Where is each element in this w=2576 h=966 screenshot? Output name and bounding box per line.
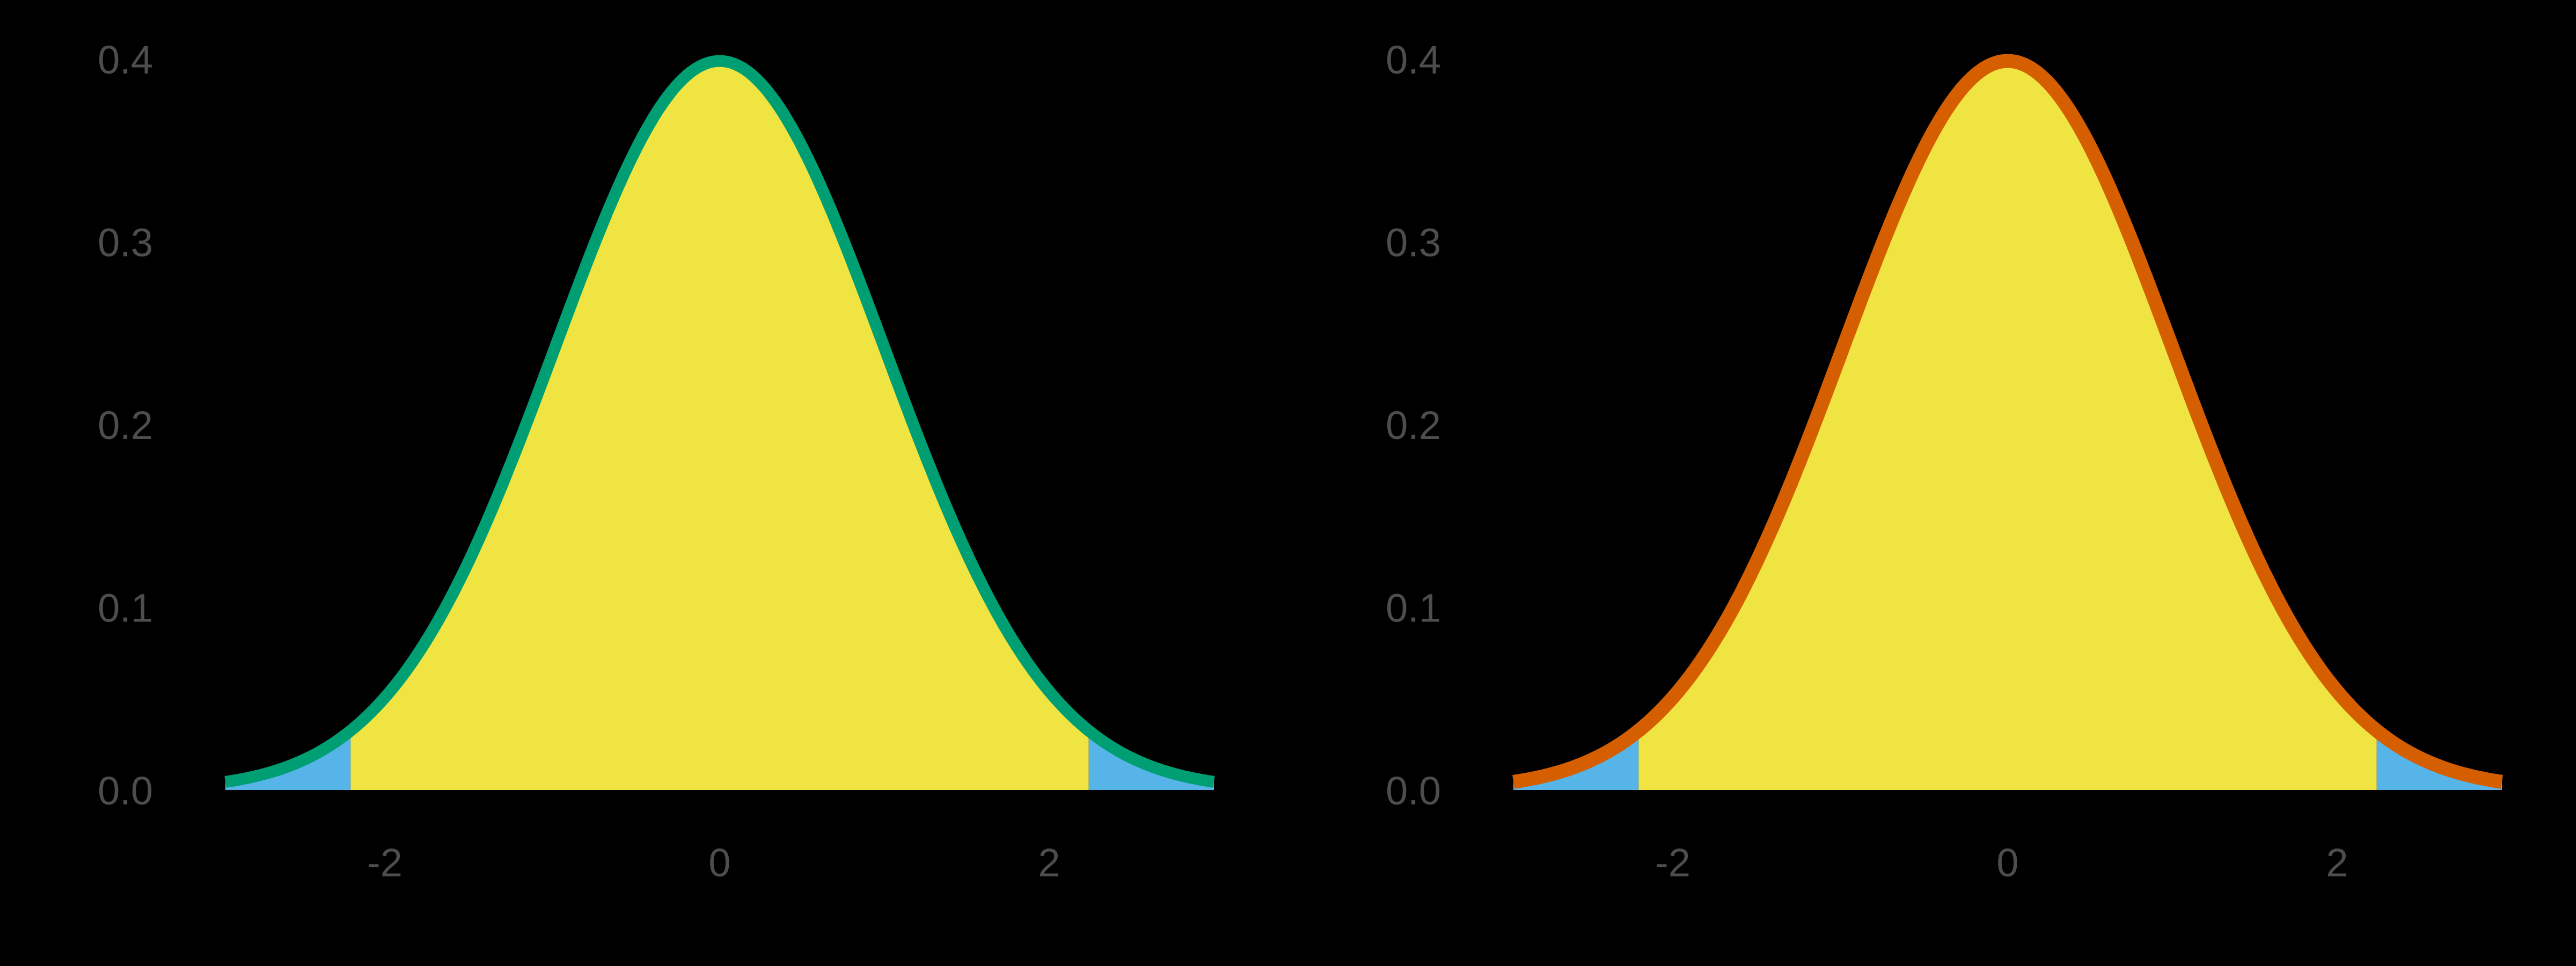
right-tail-region	[1088, 730, 1214, 790]
x-tick-label: -2	[1655, 840, 1690, 885]
left-tail-region	[225, 730, 351, 790]
y-tick-label: 0.1	[98, 586, 153, 631]
y-axis: 0.0 0.1 0.2 0.3 0.4	[1386, 38, 1441, 813]
center-region	[1638, 61, 2377, 791]
y-tick-label: 0.2	[98, 403, 153, 448]
x-tick-label: 0	[708, 840, 730, 885]
x-axis: -2 0 2	[1655, 840, 2348, 885]
right-tail-region	[2376, 730, 2502, 790]
y-tick-label: 0.3	[1386, 221, 1441, 265]
y-tick-label: 0.0	[98, 769, 153, 813]
x-tick-label: 2	[1038, 840, 1060, 885]
left-density-plot: 0.0 0.1 0.2 0.3 0.4 -2 0 2	[98, 38, 1217, 885]
y-tick-label: 0.3	[98, 221, 153, 265]
left-tail-region	[1513, 730, 1639, 790]
y-axis: 0.0 0.1 0.2 0.3 0.4	[98, 38, 153, 813]
plot-area	[223, 55, 1217, 791]
x-axis: -2 0 2	[367, 840, 1060, 885]
x-tick-label: -2	[367, 840, 402, 885]
y-tick-label: 0.2	[1386, 403, 1441, 448]
right-density-plot: 0.0 0.1 0.2 0.3 0.4 -2 0 2	[1386, 38, 2506, 885]
y-tick-label: 0.4	[1386, 38, 1441, 82]
density-curve	[1510, 54, 2506, 789]
right-density-panel: 0.0 0.1 0.2 0.3 0.4 -2 0 2	[1288, 0, 2576, 966]
x-tick-label: 0	[1996, 840, 2018, 885]
y-tick-label: 0.4	[98, 38, 153, 82]
x-tick-label: 2	[2326, 840, 2348, 885]
center-region	[350, 61, 1089, 791]
left-density-panel: 0.0 0.1 0.2 0.3 0.4 -2 0 2	[98, 38, 1217, 885]
y-tick-label: 0.0	[1386, 769, 1441, 813]
density-curve	[223, 55, 1217, 788]
plot-area	[1510, 54, 2506, 791]
y-tick-label: 0.1	[1386, 586, 1441, 631]
